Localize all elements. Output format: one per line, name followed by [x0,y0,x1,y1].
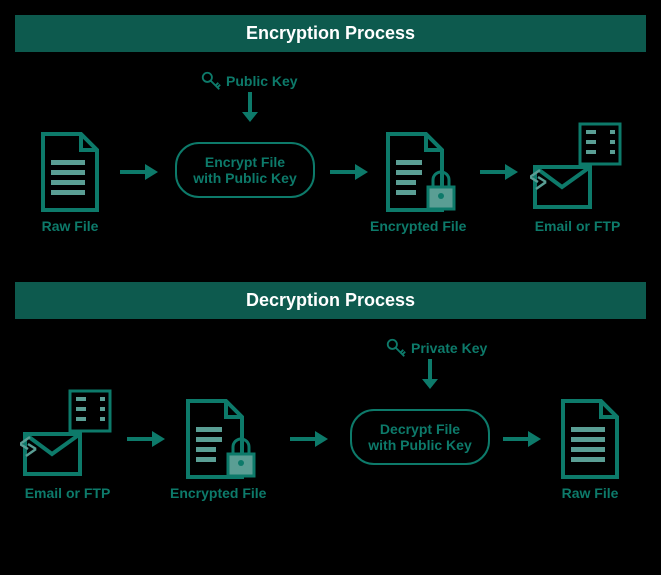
encrypted-file-icon [180,399,266,479]
encrypted-file-label: Encrypted File [370,218,466,234]
email-ftp-icon [530,122,625,212]
encryption-header: Encryption Process [15,15,646,52]
key-icon [385,337,407,359]
file-icon [35,132,105,212]
email-ftp-icon [20,389,115,479]
down-arrow-icon [420,359,440,394]
encrypted-file-node: Encrypted File [180,399,266,501]
transport-node: Email or FTP [530,122,625,234]
arrow-icon [120,162,160,182]
encryption-diagram: Public Key Raw File Encrypt File with Pu… [15,62,646,282]
encrypt-process-box: Encrypt File with Public Key [175,142,315,198]
raw-file-label: Raw File [35,218,105,234]
file-icon [555,399,625,479]
arrow-icon [290,429,330,449]
raw-file-node: Raw File [35,132,105,234]
transport-label: Email or FTP [20,485,115,501]
arrow-icon [480,162,520,182]
arrow-icon [503,429,543,449]
decryption-diagram: Private Key Email or FTP [15,329,646,549]
encrypted-file-node: Encrypted File [380,132,466,234]
encrypted-file-label: Encrypted File [170,485,266,501]
public-key-label: Public Key [200,70,298,92]
down-arrow-icon [240,92,260,127]
key-icon [200,70,222,92]
decrypt-process-box: Decrypt File with Public Key [350,409,490,465]
transport-label: Email or FTP [530,218,625,234]
decryption-header: Decryption Process [15,282,646,319]
private-key-label: Private Key [385,337,487,359]
encrypted-file-icon [380,132,466,212]
arrow-icon [330,162,370,182]
arrow-icon [127,429,167,449]
transport-node: Email or FTP [20,389,115,501]
raw-file-label: Raw File [555,485,625,501]
raw-file-node: Raw File [555,399,625,501]
